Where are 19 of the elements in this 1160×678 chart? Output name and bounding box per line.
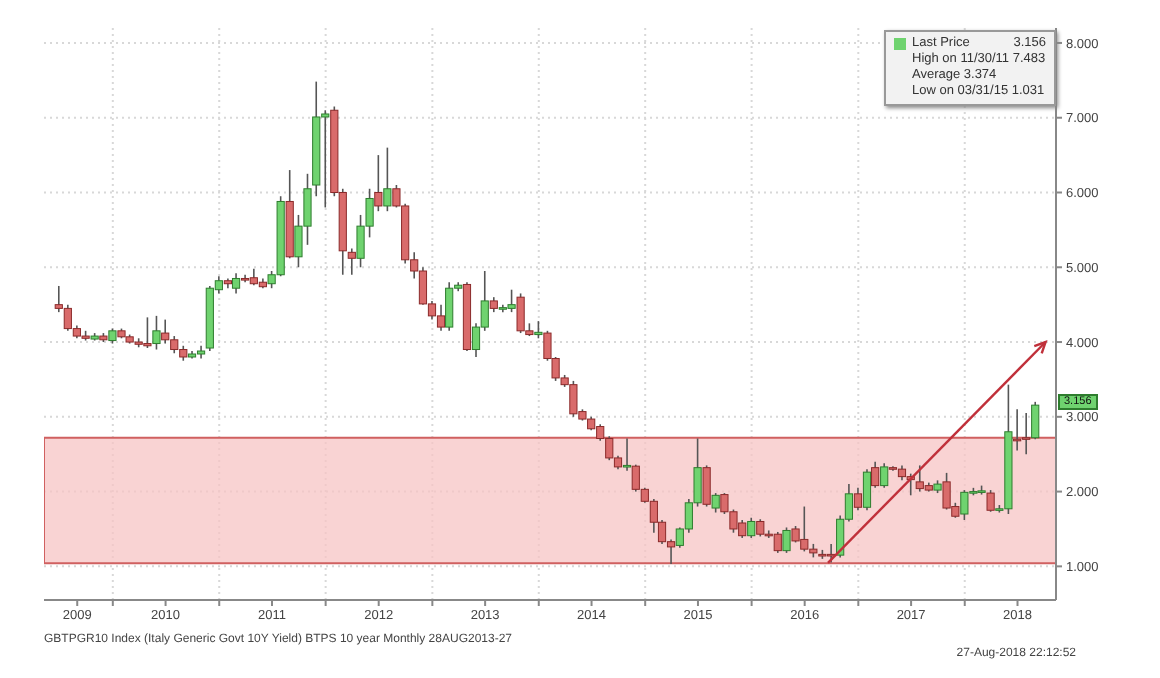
candlestick [374, 154, 383, 212]
candlestick [1031, 401, 1040, 441]
candlestick [880, 462, 889, 489]
candlestick [152, 315, 161, 351]
candlestick [445, 281, 454, 332]
candlestick [231, 272, 241, 295]
candlestick [436, 303, 446, 332]
candlestick [622, 437, 632, 472]
candlestick [161, 318, 170, 345]
candlestick [986, 489, 995, 513]
candlestick [702, 464, 711, 508]
candlestick [853, 487, 863, 512]
candlestick [782, 526, 791, 554]
candlestick [507, 288, 516, 313]
candlestick [711, 492, 720, 514]
candlestick [862, 468, 872, 512]
candlestick [347, 247, 356, 276]
candlestick [747, 516, 756, 539]
candlestick [383, 146, 392, 212]
